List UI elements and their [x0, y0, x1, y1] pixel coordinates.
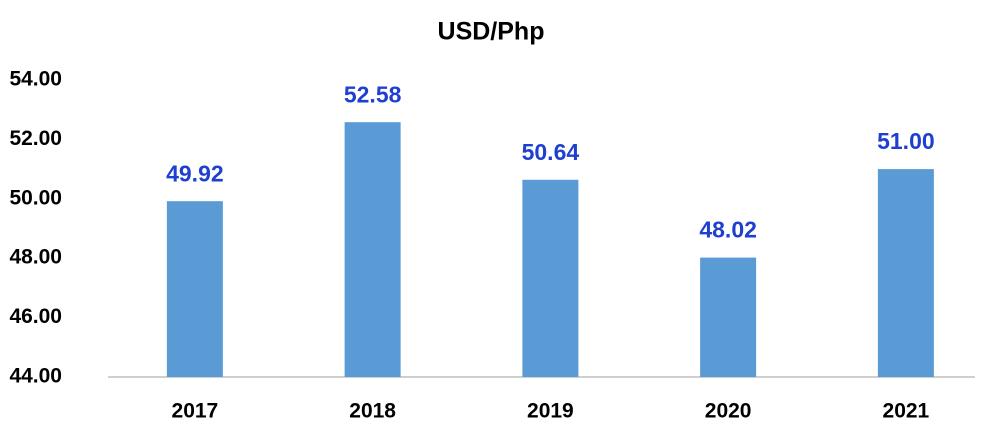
data-label: 52.58 [344, 81, 402, 107]
x-tick-label: 2020 [705, 400, 752, 423]
y-tick-label: 54.00 [9, 68, 62, 91]
y-tick-label: 48.00 [9, 246, 62, 269]
chart-title: USD/Php [438, 18, 545, 46]
data-label: 50.64 [522, 139, 580, 165]
bar [166, 201, 223, 377]
data-label: 48.02 [699, 217, 757, 243]
bar [522, 179, 579, 377]
data-label: 51.00 [877, 128, 935, 154]
bar [700, 257, 757, 377]
y-tick-label: 52.00 [9, 127, 62, 150]
y-tick-label: 50.00 [9, 186, 62, 209]
y-tick-label: 44.00 [9, 365, 62, 388]
data-label: 49.92 [166, 160, 224, 186]
x-tick-label: 2021 [883, 400, 930, 423]
x-tick-label: 2018 [349, 400, 396, 423]
y-tick-label: 46.00 [9, 305, 62, 328]
bar [344, 122, 401, 377]
x-tick-label: 2017 [172, 400, 219, 423]
x-tick-label: 2019 [527, 400, 574, 423]
bar [877, 169, 934, 377]
